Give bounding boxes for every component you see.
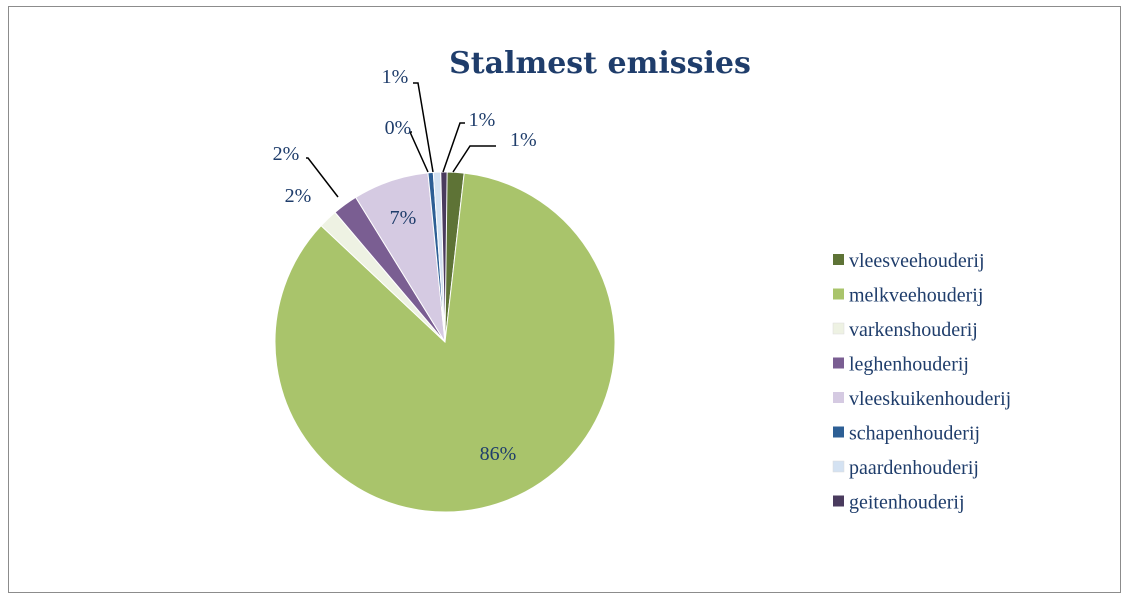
legend-swatch-vleesveehouderij [833, 254, 844, 265]
chart-title: Stalmest emissies [449, 46, 751, 81]
leader-line-schapenhouderij [408, 131, 429, 173]
data-label-paardenhouderij: 1% [382, 66, 409, 88]
legend-label-melkveehouderij: melkveehouderij [849, 285, 983, 307]
legend-swatch-melkveehouderij [833, 288, 844, 300]
leader-lines [306, 82, 496, 198]
legend-swatch-varkenshouderij [832, 322, 845, 335]
legend-label-varkenshouderij: varkenshouderij [849, 319, 978, 341]
data-label-vleeskuikenhouderij: 7% [390, 207, 417, 229]
pie-slices [274, 171, 616, 513]
legend-label-paardenhouderij: paardenhouderij [849, 457, 979, 479]
leader-line-leghenhouderij [306, 157, 339, 198]
data-label-varkenshouderij: 2% [285, 185, 312, 207]
legend-swatch-vleeskuikenhouderij [833, 392, 844, 403]
data-label-leghenhouderij: 2% [273, 143, 300, 165]
data-labels: 1% 86% 2% 2% 7% 0% 1% 1% [273, 66, 537, 465]
leader-line-paardenhouderij [413, 82, 434, 173]
legend-swatch-schapenhouderij [833, 426, 844, 438]
legend: vleesveehouderij melkveehouderij varkensho… [832, 250, 1011, 514]
data-label-vleesveehouderij: 1% [510, 129, 537, 151]
legend-swatch-geitenhouderij [833, 495, 844, 507]
legend-swatch-leghenhouderij [833, 357, 844, 369]
legend-label-vleesveehouderij: vleesveehouderij [849, 250, 985, 272]
legend-label-leghenhouderij: leghenhouderij [849, 354, 969, 376]
leader-line-geitenhouderij [442, 122, 465, 173]
data-label-geitenhouderij: 1% [469, 109, 496, 131]
data-label-schapenhouderij: 0% [385, 117, 412, 139]
legend-label-geitenhouderij: geitenhouderij [849, 492, 965, 514]
legend-label-vleeskuikenhouderij: vleeskuikenhouderij [849, 388, 1011, 410]
data-label-melkveehouderij: 86% [480, 443, 517, 465]
legend-label-schapenhouderij: schapenhouderij [849, 423, 980, 445]
leader-line-vleesveehouderij [452, 145, 496, 173]
pie-slice-geitenhouderij [440, 171, 448, 343]
pie-slice-melkveehouderij [274, 172, 616, 513]
legend-swatch-paardenhouderij [832, 460, 845, 473]
